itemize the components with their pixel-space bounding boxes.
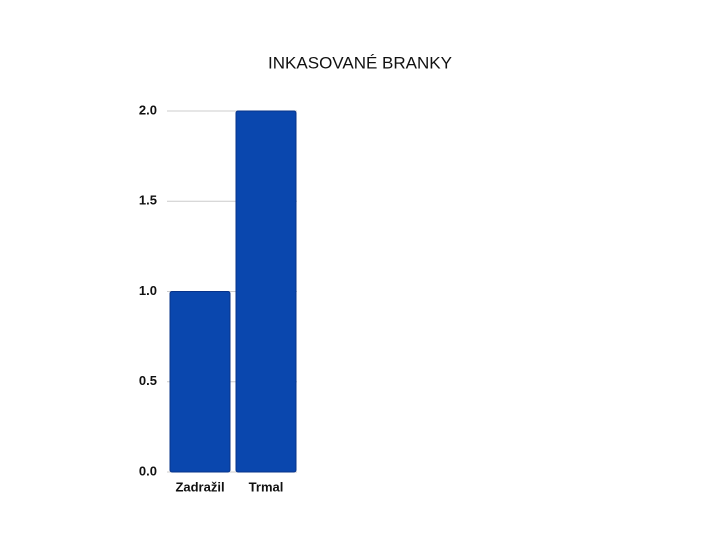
y-tick-label: 0.5 [139,373,157,388]
y-tick-label: 1.0 [139,283,157,298]
bar [235,110,297,473]
y-tick-label: 2.0 [139,102,157,117]
y-tick-label: 0.0 [139,463,157,478]
y-tick-label: 1.5 [139,193,157,208]
x-tick-label: Trmal [249,479,284,494]
bar [169,291,231,473]
chart-title: INKASOVANÉ BRANKY [268,53,452,72]
x-tick-label: Zadražil [175,479,224,494]
